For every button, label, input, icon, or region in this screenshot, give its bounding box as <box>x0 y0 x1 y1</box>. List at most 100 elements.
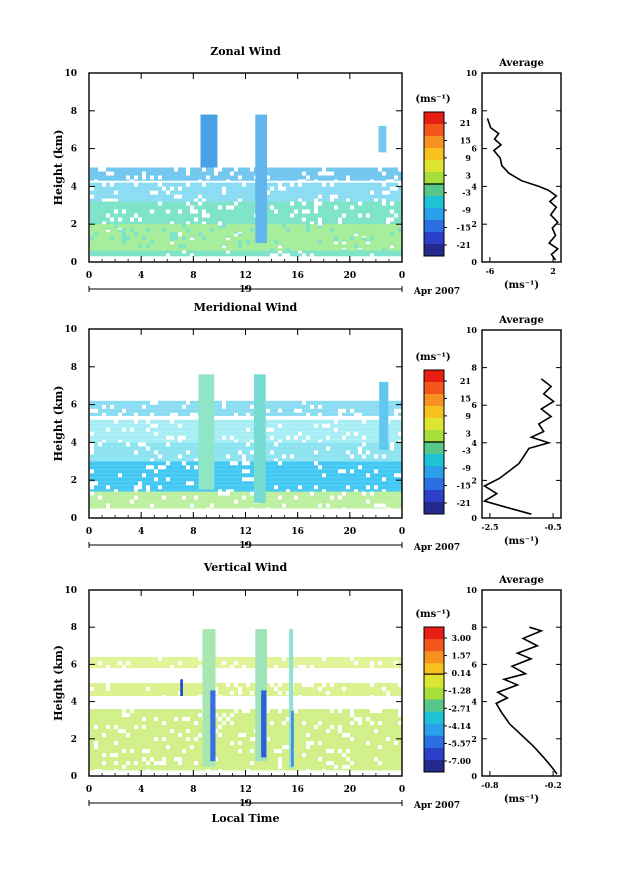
heatmap-cell <box>182 186 186 191</box>
heatmap-cell <box>134 423 138 428</box>
heatmap-cell <box>274 249 278 254</box>
heatmap-cell <box>158 221 162 226</box>
heatmap-cell <box>246 507 250 509</box>
heatmap-cell <box>162 473 166 478</box>
heatmap-cell <box>374 481 378 486</box>
heatmap-cell <box>194 473 198 478</box>
heatmap-cell <box>174 213 178 218</box>
heatmap-cell <box>334 454 338 459</box>
heatmap-cell <box>366 201 370 206</box>
heatmap-cell <box>122 745 126 750</box>
heatmap-cell <box>274 729 278 734</box>
heatmap-cell <box>182 489 186 492</box>
heatmap-cell <box>134 717 138 722</box>
heatmap-cell <box>258 503 262 508</box>
heatmap-cell <box>154 473 158 478</box>
heatmap-cell <box>306 190 310 195</box>
heatmap-cell <box>154 404 158 409</box>
heatmap-cell <box>94 765 98 770</box>
heatmap-cell <box>290 495 294 500</box>
heatmap-cell <box>94 499 98 504</box>
heatmap-cell <box>134 753 138 758</box>
heatmap-cell <box>198 489 202 492</box>
heatmap-cell <box>246 761 250 766</box>
heatmap-cell <box>130 485 134 490</box>
heatmap-cell <box>350 400 354 405</box>
heatmap-cell <box>130 503 134 508</box>
heatmap-cell <box>226 733 230 738</box>
heatmap-cell <box>266 244 270 249</box>
heatmap-cell <box>234 765 238 770</box>
heatmap-cell <box>310 458 314 462</box>
heatmap-cell <box>338 253 342 257</box>
heatmap-cell <box>266 431 270 436</box>
heatmap-cell <box>202 232 206 237</box>
heatmap-cell <box>162 450 166 455</box>
heatmap-cell <box>186 721 190 726</box>
heatmap-cell <box>218 194 222 199</box>
heatmap-cell <box>370 454 374 459</box>
heatmap-cell <box>298 461 302 466</box>
heatmap-cell <box>154 485 158 490</box>
heatmap-cell <box>394 224 398 229</box>
heatmap-cell <box>298 477 302 482</box>
heatmap-cell <box>158 439 162 443</box>
heatmap-cell <box>110 489 114 492</box>
heatmap-cell <box>242 400 246 405</box>
heatmap-cell <box>98 465 102 470</box>
heatmap-cell <box>230 167 234 172</box>
heatmap-cell <box>90 769 94 771</box>
heatmap-cell <box>214 753 218 758</box>
heatmap-cell <box>362 186 366 191</box>
heatmap-cell <box>178 481 182 486</box>
heatmap-cell <box>398 495 402 500</box>
heatmap-cell <box>298 419 302 424</box>
heatmap-cell <box>394 248 398 251</box>
heatmap-cell <box>306 481 310 486</box>
heatmap-cell <box>154 209 158 214</box>
heatmap-cell <box>350 248 354 251</box>
heatmap-cell <box>278 167 282 172</box>
heatmap-cell <box>122 507 126 509</box>
heatmap-cell <box>110 423 114 428</box>
heatmap-cell <box>158 503 162 508</box>
heatmap-cell <box>398 404 402 409</box>
heatmap-cell <box>198 741 202 746</box>
heatmap-cell <box>158 198 162 202</box>
heatmap-cell <box>106 412 110 416</box>
heatmap-cell <box>334 213 338 218</box>
heatmap-cell <box>334 182 338 187</box>
heatmap-cell <box>90 435 94 440</box>
heatmap-cell <box>330 458 334 462</box>
heatmap-cell <box>186 507 190 509</box>
heatmap-cell <box>258 507 262 509</box>
heatmap-cell <box>146 209 150 214</box>
heatmap-cell <box>266 446 270 451</box>
heatmap-cell <box>170 237 174 242</box>
heatmap-cell <box>98 221 102 226</box>
heatmap-cell <box>298 400 302 405</box>
heatmap-cell <box>142 190 146 195</box>
heatmap-cell <box>130 190 134 195</box>
heatmap-cell <box>266 209 270 214</box>
heatmap-cell <box>166 499 170 504</box>
heatmap-cell <box>386 244 390 249</box>
heatmap-cell <box>250 753 254 758</box>
heatmap-cell <box>98 198 102 202</box>
heatmap-cell <box>90 224 94 229</box>
heatmap-cell <box>94 473 98 478</box>
heatmap-cell <box>90 237 94 242</box>
heatmap-cell <box>226 499 230 504</box>
heatmap-cell <box>118 481 122 486</box>
heatmap-cell <box>346 439 350 443</box>
heatmap-cell <box>210 171 214 176</box>
heatmap-cell <box>246 481 250 486</box>
heatmap-cell <box>190 224 194 229</box>
heatmap-cell <box>106 446 110 451</box>
heatmap-cell <box>162 733 166 738</box>
heatmap-cell <box>318 461 322 466</box>
heatmap-cell <box>382 244 386 249</box>
heatmap-cell <box>142 458 146 462</box>
heatmap-cell <box>226 171 230 176</box>
heatmap-cell <box>370 469 374 474</box>
